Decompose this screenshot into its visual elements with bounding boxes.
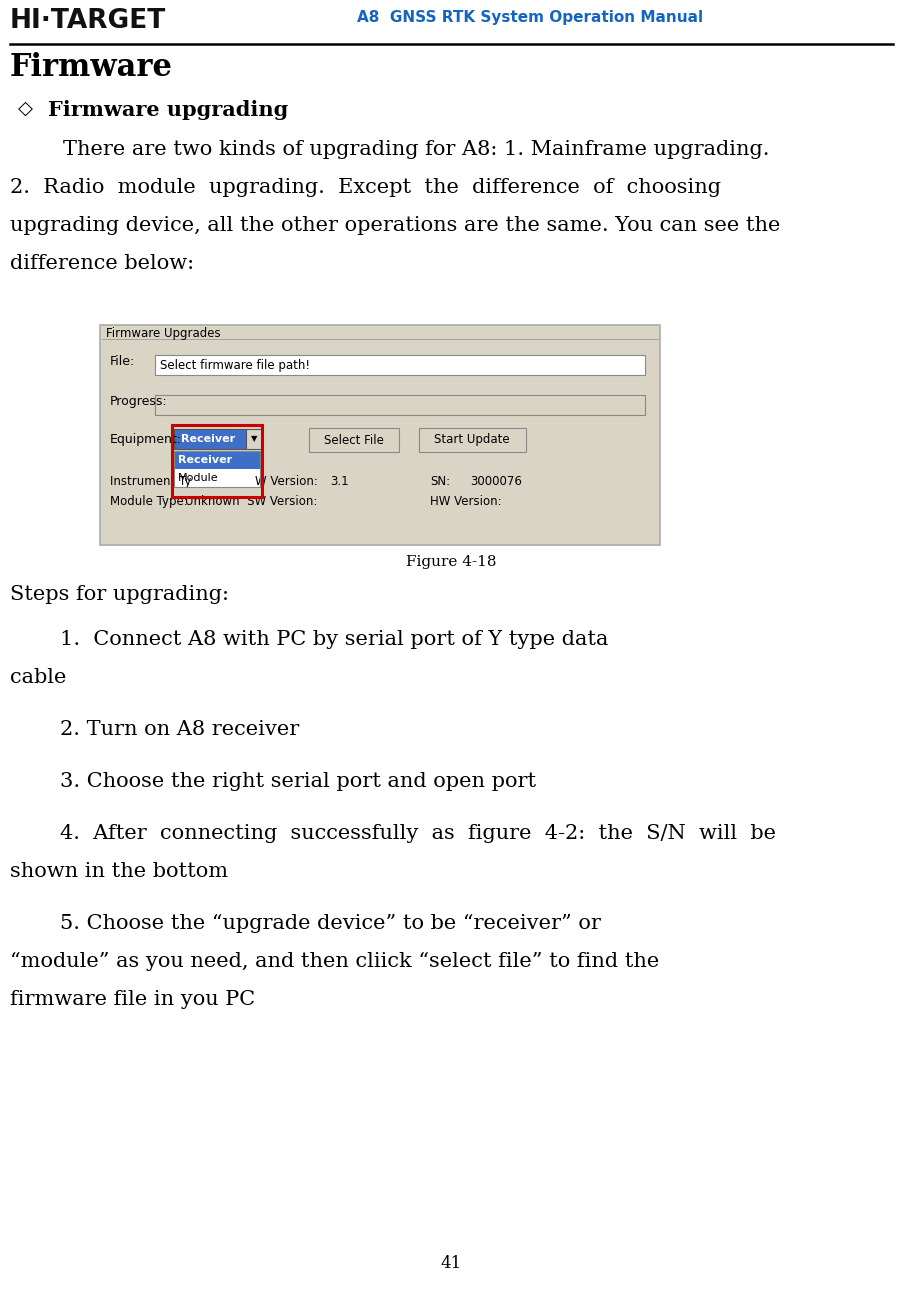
Text: difference below:: difference below: xyxy=(10,255,194,273)
Text: Firmware Upgrades: Firmware Upgrades xyxy=(106,327,220,340)
Text: Firmware: Firmware xyxy=(10,52,173,83)
FancyBboxPatch shape xyxy=(419,428,526,452)
Text: Instrument Ty: Instrument Ty xyxy=(110,475,191,488)
Text: 2. Turn on A8 receiver: 2. Turn on A8 receiver xyxy=(60,720,299,739)
Text: Select firmware file path!: Select firmware file path! xyxy=(160,358,309,372)
Text: Steps for upgrading:: Steps for upgrading: xyxy=(10,585,229,603)
Text: HW Version:: HW Version: xyxy=(429,495,502,508)
Text: 5. Choose the “upgrade device” to be “receiver” or: 5. Choose the “upgrade device” to be “re… xyxy=(60,913,600,933)
Text: 2.  Radio  module  upgrading.  Except  the  difference  of  choosing: 2. Radio module upgrading. Except the di… xyxy=(10,178,720,196)
Text: Module: Module xyxy=(178,473,218,483)
Text: upgrading device, all the other operations are the same. You can see the: upgrading device, all the other operatio… xyxy=(10,216,779,235)
Text: 3. Choose the right serial port and open port: 3. Choose the right serial port and open… xyxy=(60,773,536,791)
Text: Receiver: Receiver xyxy=(178,455,232,465)
FancyBboxPatch shape xyxy=(245,429,262,450)
FancyBboxPatch shape xyxy=(308,428,399,452)
FancyBboxPatch shape xyxy=(155,395,644,415)
Text: 1.  Connect A8 with PC by serial port of Y type data: 1. Connect A8 with PC by serial port of … xyxy=(60,630,608,649)
Text: Figure 4-18: Figure 4-18 xyxy=(405,556,496,568)
Text: W Version:: W Version: xyxy=(254,475,318,488)
Text: A8  GNSS RTK System Operation Manual: A8 GNSS RTK System Operation Manual xyxy=(356,10,703,25)
Text: Start Update: Start Update xyxy=(434,434,510,447)
Text: SN:: SN: xyxy=(429,475,449,488)
FancyBboxPatch shape xyxy=(100,326,659,545)
FancyBboxPatch shape xyxy=(174,469,260,487)
Text: Module Type:: Module Type: xyxy=(110,495,188,508)
Text: Progress:: Progress: xyxy=(110,395,168,408)
FancyBboxPatch shape xyxy=(174,429,245,450)
FancyBboxPatch shape xyxy=(155,355,644,375)
Text: Unknown  SW Version:: Unknown SW Version: xyxy=(185,495,317,508)
Text: firmware file in you PC: firmware file in you PC xyxy=(10,990,255,1009)
Text: File:: File: xyxy=(110,355,135,368)
FancyBboxPatch shape xyxy=(174,451,260,469)
Text: ▼: ▼ xyxy=(251,434,257,443)
Text: Select File: Select File xyxy=(324,434,383,447)
Text: HI·TARGET: HI·TARGET xyxy=(10,8,166,34)
Text: 41: 41 xyxy=(440,1255,461,1273)
Text: Receiver: Receiver xyxy=(180,434,235,444)
Text: cable: cable xyxy=(10,668,67,687)
Text: 3000076: 3000076 xyxy=(469,475,521,488)
Text: ◇: ◇ xyxy=(18,99,33,118)
Text: shown in the bottom: shown in the bottom xyxy=(10,862,228,881)
Text: There are two kinds of upgrading for A8: 1. Mainframe upgrading.: There are two kinds of upgrading for A8:… xyxy=(10,140,769,159)
Text: “module” as you need, and then cliick “select file” to find the: “module” as you need, and then cliick “s… xyxy=(10,952,658,972)
Text: Firmware upgrading: Firmware upgrading xyxy=(48,99,288,120)
Text: 3.1: 3.1 xyxy=(329,475,348,488)
Text: 4.  After  connecting  successfully  as  figure  4-2:  the  S/N  will  be: 4. After connecting successfully as figu… xyxy=(60,824,775,842)
Text: Equipment:: Equipment: xyxy=(110,433,182,446)
